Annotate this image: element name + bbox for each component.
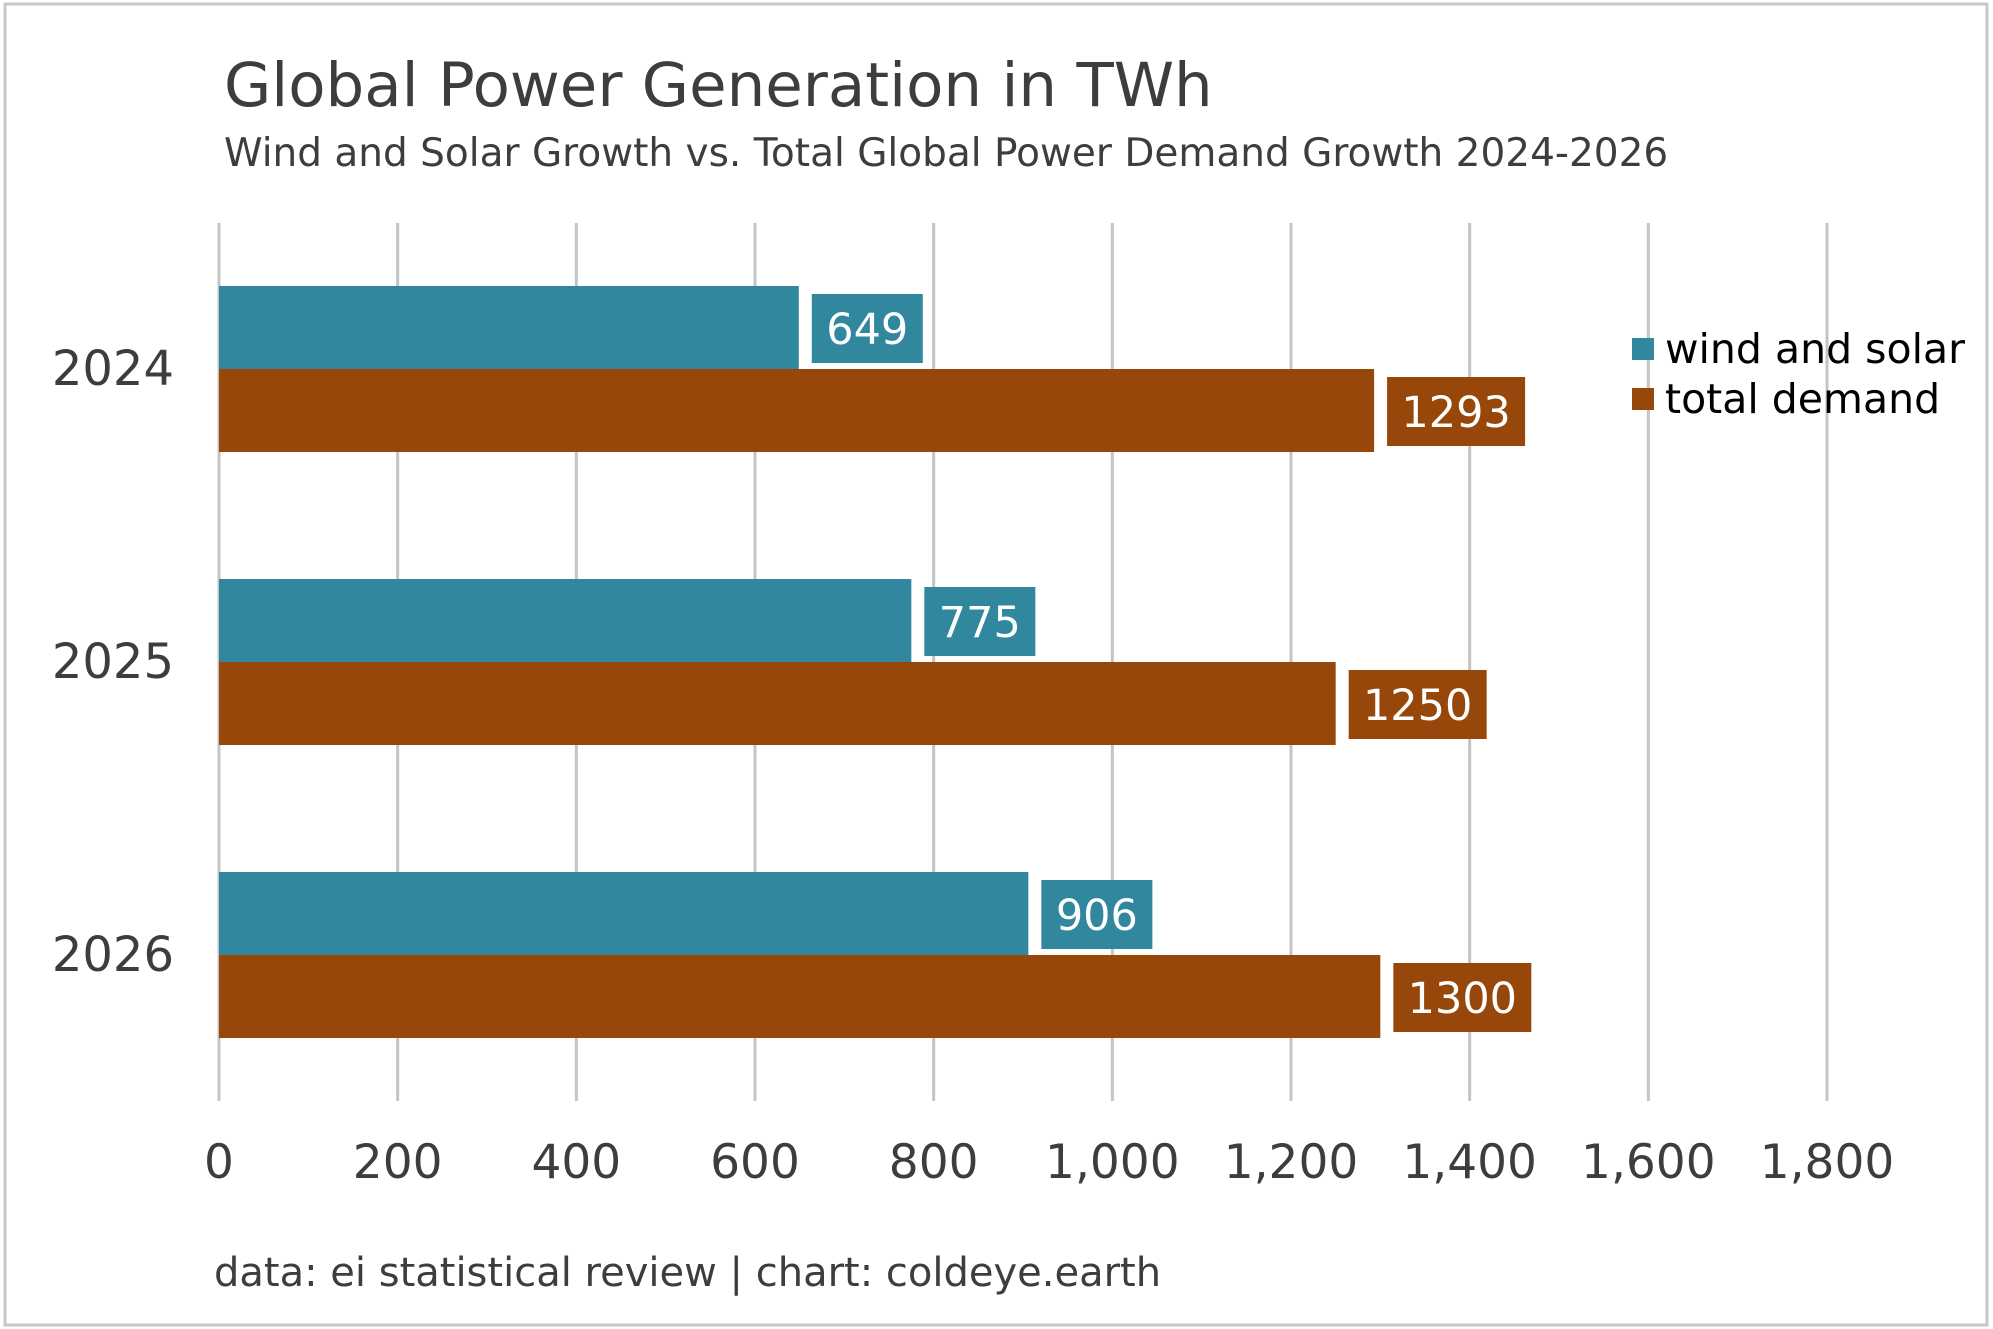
x-tick-label: 400 xyxy=(531,1135,621,1190)
bar xyxy=(219,286,799,369)
chart-title: Global Power Generation in TWh xyxy=(224,50,1213,121)
data-label: 1293 xyxy=(1401,388,1510,438)
x-tick-label: 600 xyxy=(710,1135,800,1190)
bar xyxy=(219,579,912,662)
data-labels: 649 1293 775 1250 906 1300 xyxy=(811,294,1532,1032)
bars xyxy=(219,286,1381,1038)
data-label: 775 xyxy=(939,598,1021,648)
category-label: 2024 xyxy=(52,341,174,397)
data-label: 1300 xyxy=(1408,974,1517,1024)
x-tick-labels: 0 200 400 600 800 1,000 1,200 1,400 1,600 1,800 xyxy=(204,1135,1894,1190)
x-tick-label: 1,600 xyxy=(1581,1135,1716,1190)
legend-label: wind and solar xyxy=(1665,325,1965,373)
x-tick-label: 800 xyxy=(889,1135,979,1190)
data-label: 1250 xyxy=(1363,681,1472,731)
x-tick-label: 200 xyxy=(353,1135,443,1190)
bar xyxy=(219,872,1029,955)
category-labels: 2024 2025 2026 xyxy=(52,341,174,983)
data-label: 906 xyxy=(1056,891,1138,941)
x-tick-label: 1,000 xyxy=(1045,1135,1180,1190)
chart-subtitle: Wind and Solar Growth vs. Total Global P… xyxy=(224,131,1668,176)
data-label-box xyxy=(811,294,923,363)
data-label-box xyxy=(1387,377,1526,446)
legend-label: total demand xyxy=(1665,375,1940,423)
legend-swatch xyxy=(1632,388,1654,410)
x-tick-label: 1,800 xyxy=(1760,1135,1895,1190)
legend-swatch xyxy=(1632,338,1654,360)
data-label-box xyxy=(1393,963,1532,1032)
x-tick-label: 1,200 xyxy=(1224,1135,1359,1190)
category-label: 2025 xyxy=(52,634,174,690)
bar xyxy=(219,369,1375,452)
data-label-box xyxy=(1041,880,1153,949)
bar xyxy=(219,662,1336,745)
bar xyxy=(219,955,1381,1038)
chart-footer: data: ei statistical review | chart: col… xyxy=(214,1250,1161,1296)
x-tick-label: 1,400 xyxy=(1402,1135,1537,1190)
category-label: 2026 xyxy=(52,927,174,983)
data-label-box xyxy=(924,587,1036,656)
data-label-box xyxy=(1348,670,1487,739)
x-tick-label: 0 xyxy=(204,1135,234,1190)
data-label: 649 xyxy=(826,305,908,355)
